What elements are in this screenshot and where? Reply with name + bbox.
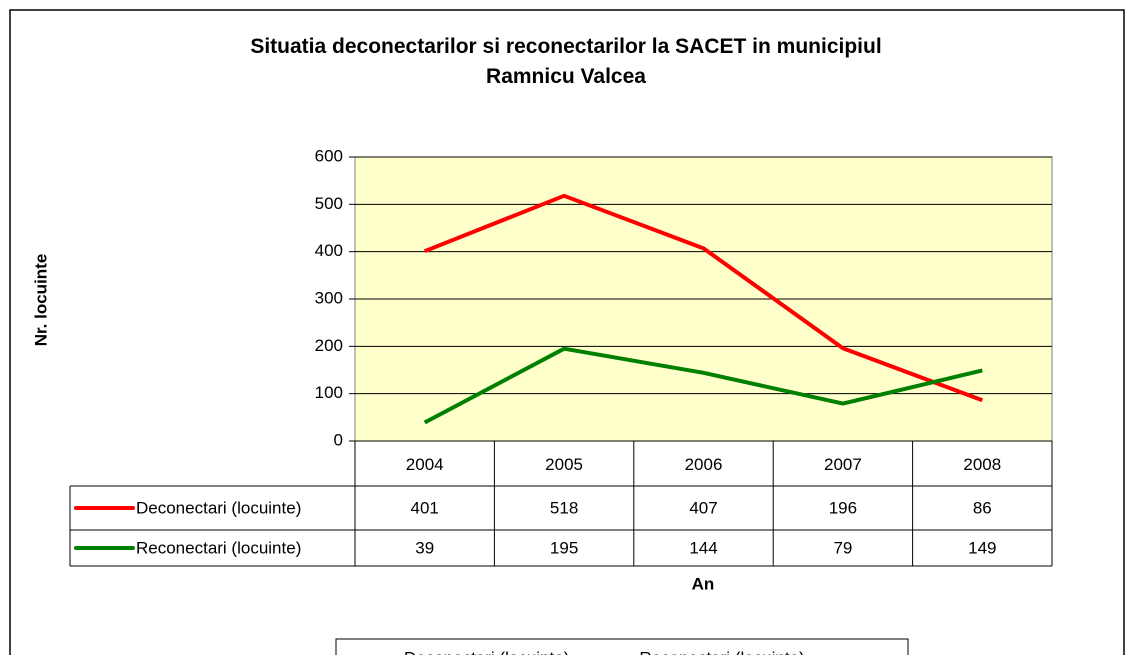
x-axis-label: An [692,574,715,593]
table-row-label: Deconectari (locuinte) [136,498,301,517]
table-cell: 39 [415,538,434,557]
table-cell: 518 [550,498,578,517]
y-tick-label: 500 [315,194,343,213]
x-tick-label: 2007 [824,455,862,474]
legend-label: Reconectari (locuinte) [639,648,804,655]
chart-title: Situatia deconectarilor si reconectarilo… [250,35,882,88]
table-cell: 79 [833,538,852,557]
table-cell: 86 [973,498,992,517]
series-line [423,346,983,425]
table-row-label: Reconectari (locuinte) [136,538,301,557]
y-tick-label: 300 [315,288,343,307]
y-tick-label: 400 [315,241,343,260]
x-tick-label: 2005 [545,455,583,474]
x-tick-label: 2006 [685,455,723,474]
y-tick-label: 0 [334,430,343,449]
legend-box [335,638,909,655]
table-cell: 407 [689,498,717,517]
table-cell: 149 [968,538,996,557]
table-cell: 195 [550,538,578,557]
legend-label: Deconectari (locuinte) [404,648,569,655]
table-cell: 196 [829,498,857,517]
series-line [423,193,983,403]
x-tick-label: 2008 [963,455,1001,474]
table-cell: 144 [689,538,717,557]
y-tick-label: 100 [315,383,343,402]
y-axis-label: Nr. locuinte [31,254,50,347]
y-tick-label: 600 [315,146,343,165]
x-tick-label: 2004 [406,455,444,474]
y-tick-label: 200 [315,336,343,355]
table-cell: 401 [411,498,439,517]
